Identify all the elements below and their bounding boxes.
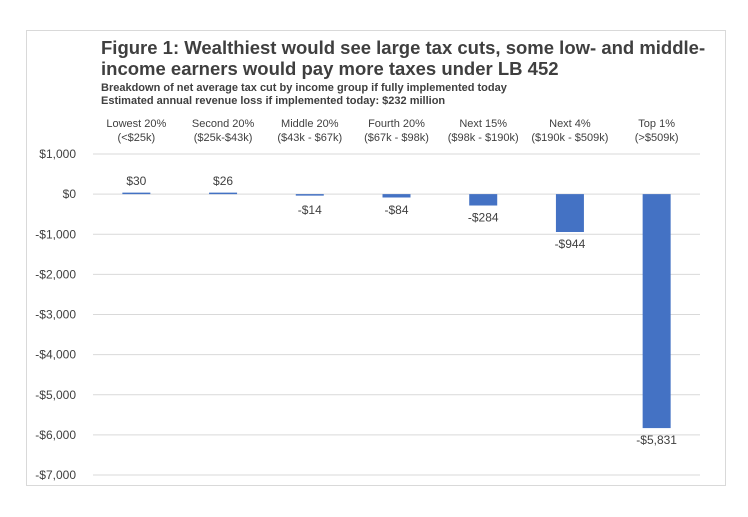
- y-tick-label: $0: [63, 187, 77, 201]
- category-range-label: ($190k - $509k): [531, 132, 608, 144]
- category-name-label: Next 4%: [549, 118, 591, 130]
- data-label: -$84: [384, 203, 408, 217]
- y-tick-label: -$7,000: [35, 468, 76, 482]
- y-tick-label: -$4,000: [35, 348, 76, 362]
- y-tick-label: $1,000: [39, 147, 76, 161]
- y-tick-label: -$5,000: [35, 388, 76, 402]
- category-name-label: Next 15%: [459, 118, 507, 130]
- y-tick-label: -$1,000: [35, 227, 76, 241]
- category-name-label: Lowest 20%: [106, 118, 166, 130]
- data-label: -$14: [298, 203, 322, 217]
- category-range-label: (<$25k): [118, 132, 156, 144]
- data-label: $30: [126, 174, 146, 188]
- data-label: -$944: [555, 237, 586, 251]
- data-label: $26: [213, 174, 233, 188]
- bar: [382, 194, 411, 198]
- category-range-label: ($98k - $190k): [448, 132, 519, 144]
- category-range-label: ($67k - $98k): [364, 132, 429, 144]
- bar: [209, 192, 238, 195]
- category-labels: Lowest 20% (<$25k) Second 20% ($25k-$43k) Mi…: [106, 118, 678, 144]
- bar: [122, 192, 151, 195]
- bar: [469, 194, 498, 206]
- y-tick-label: -$3,000: [35, 308, 76, 322]
- category-range-label: ($43k - $67k): [277, 132, 342, 144]
- y-axis-ticks: $1,000 $0 -$1,000 -$2,000 -$3,000 -$4,000 -$5,…: [35, 147, 76, 482]
- chart-revenue-note: Estimated annual revenue loss if impleme…: [101, 95, 446, 107]
- bars: [122, 192, 671, 429]
- data-label: -$5,831: [636, 433, 677, 447]
- bar: [295, 194, 324, 196]
- bar: [642, 194, 671, 429]
- category-name-label: Top 1%: [638, 118, 675, 130]
- category-range-label: ($25k-$43k): [194, 132, 253, 144]
- chart-frame: [26, 30, 726, 486]
- y-tick-label: -$2,000: [35, 267, 76, 281]
- category-name-label: Fourth 20%: [368, 118, 425, 130]
- chart-title: Figure 1: Wealthiest would see large tax…: [101, 37, 706, 79]
- bar: [555, 194, 584, 233]
- data-label: -$284: [468, 211, 499, 225]
- category-name-label: Second 20%: [192, 118, 255, 130]
- category-name-label: Middle 20%: [281, 118, 339, 130]
- category-range-label: (>$509k): [635, 132, 679, 144]
- y-tick-label: -$6,000: [35, 428, 76, 442]
- chart-subtitle: Breakdown of net average tax cut by inco…: [101, 82, 507, 94]
- data-labels: $30 $26 -$14 -$84 -$284 -$944 -$5,831: [126, 174, 677, 447]
